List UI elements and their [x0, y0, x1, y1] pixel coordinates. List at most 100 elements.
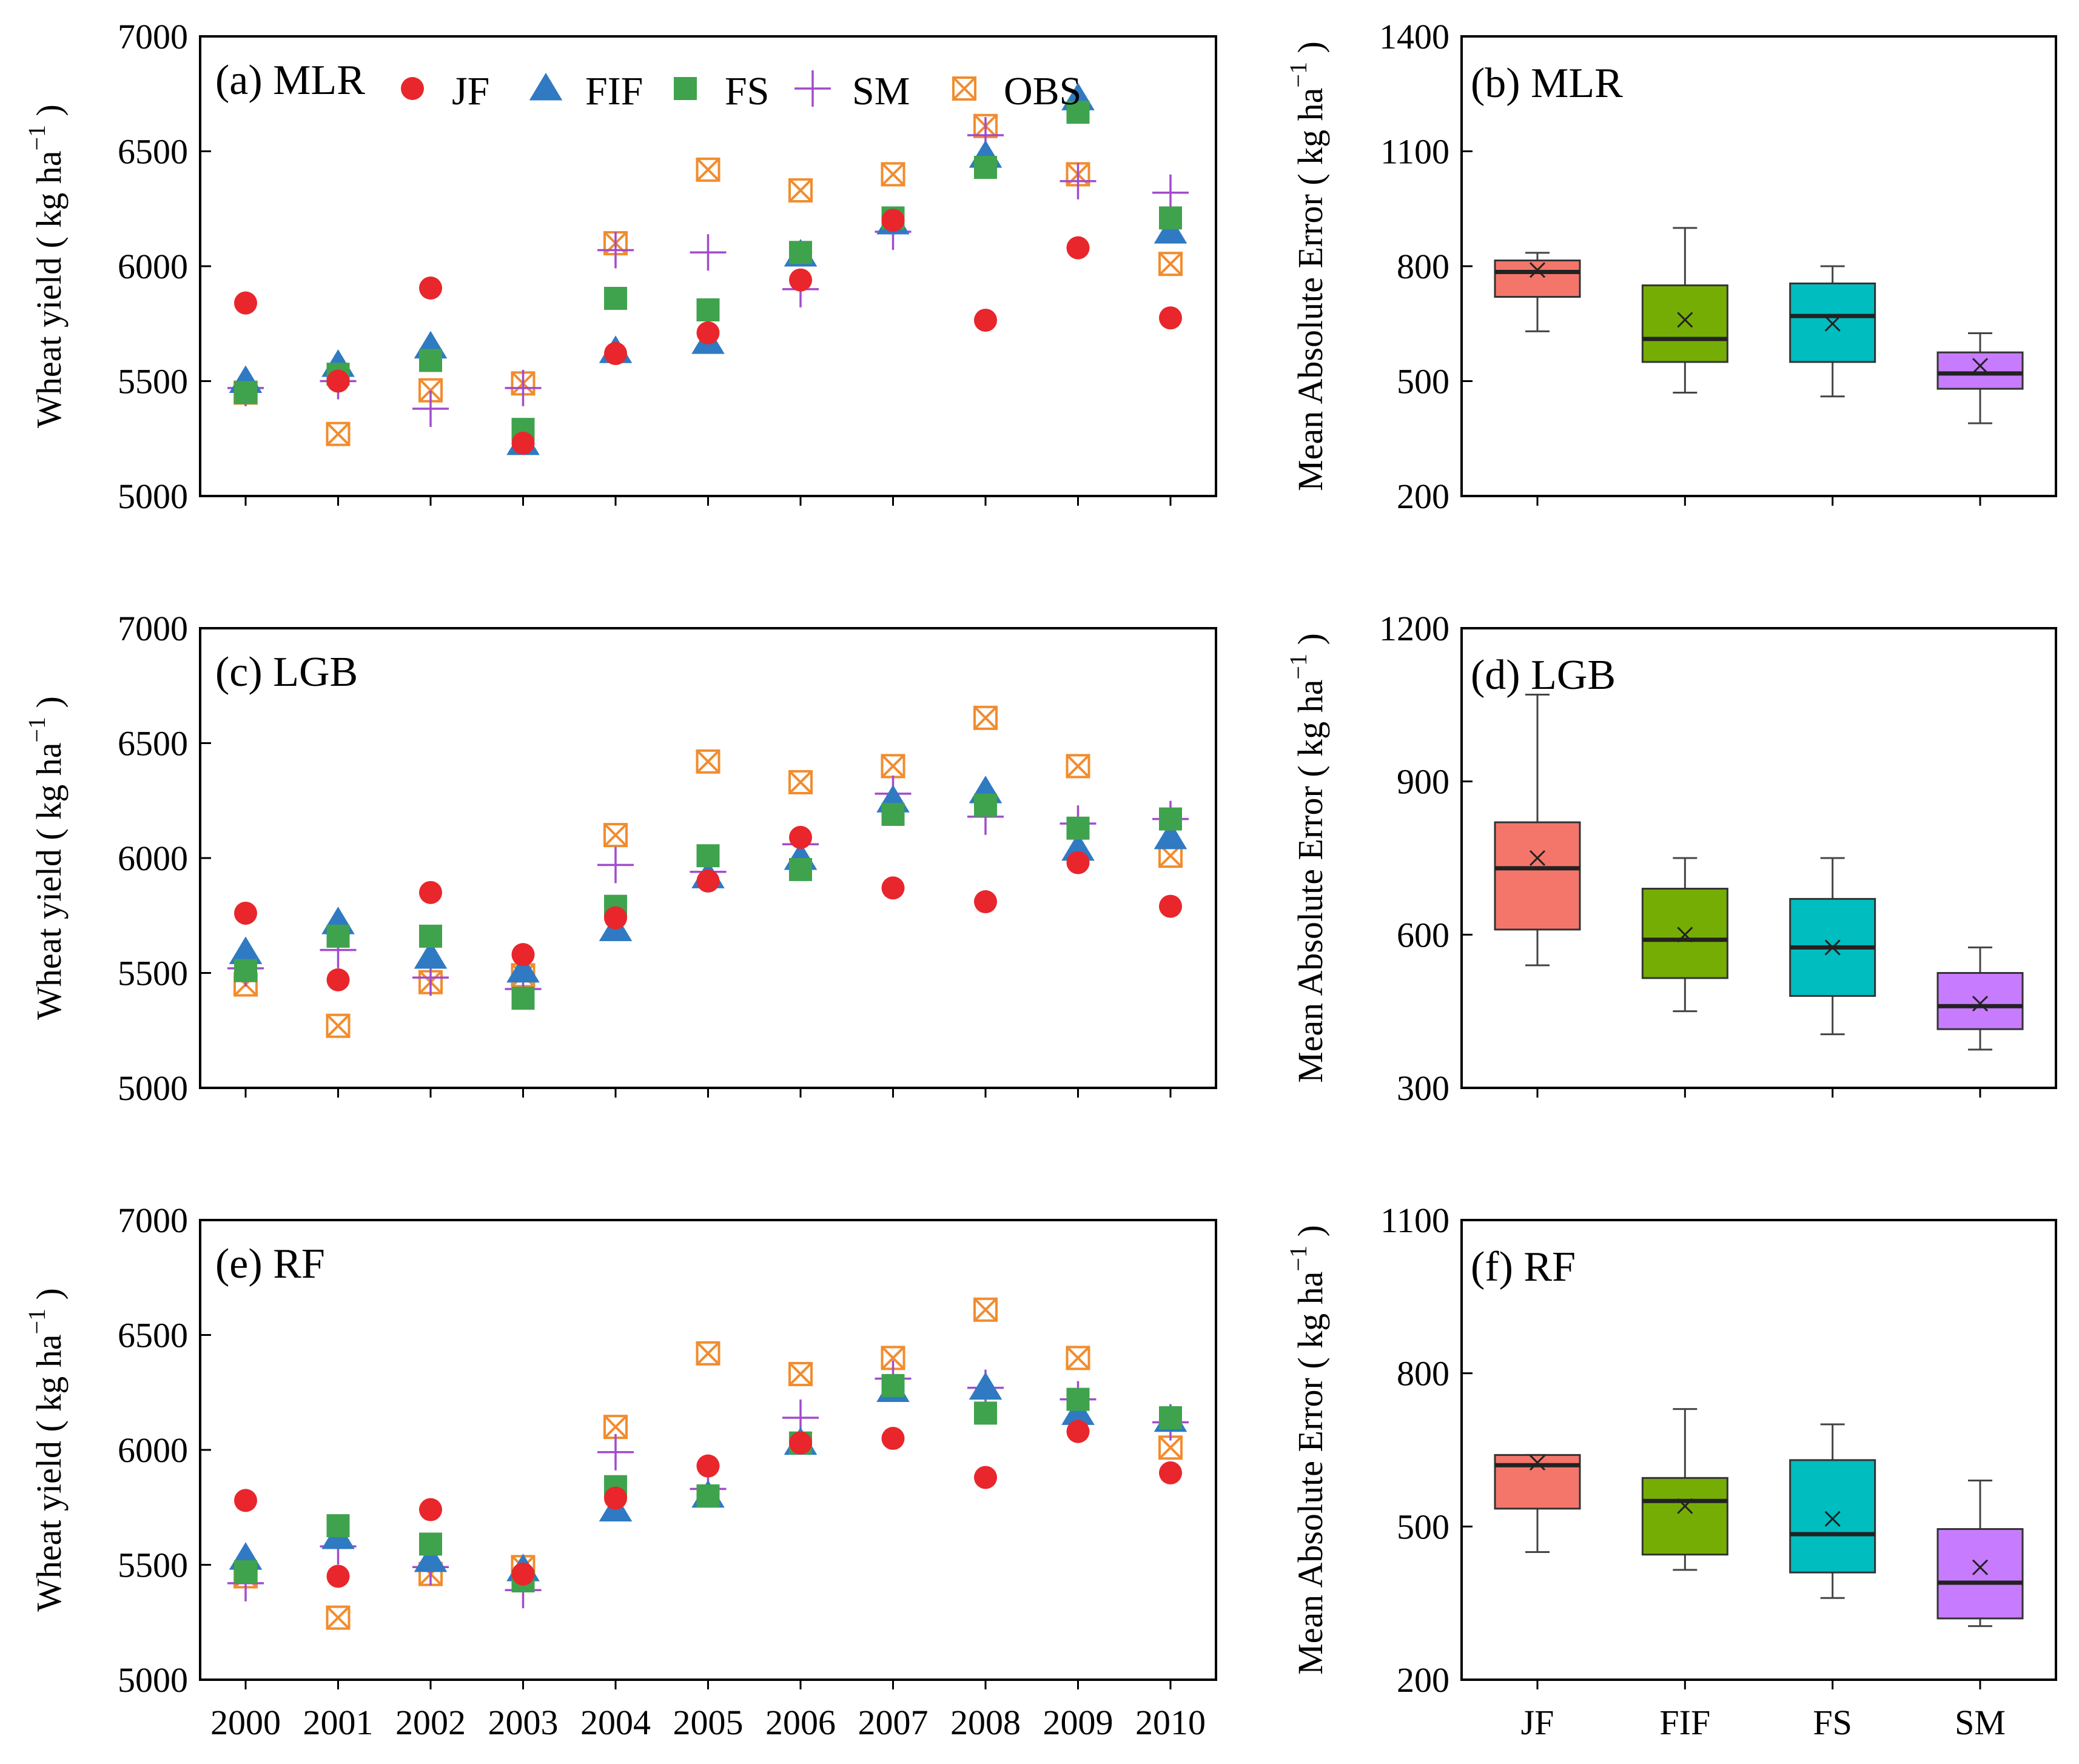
- box-fif: [1642, 228, 1727, 393]
- x-tick-label: 2001: [303, 1703, 374, 1742]
- jf-marker: [419, 1498, 442, 1521]
- box-fs: [1790, 266, 1875, 397]
- x-tick-label: 2010: [1135, 1703, 1206, 1742]
- obs-marker: [790, 1363, 811, 1385]
- panel-title: (f) RF: [1471, 1244, 1576, 1290]
- sm-marker: [505, 370, 542, 406]
- y-axis-title: Wheat yield ( kg ha−1 ): [23, 104, 69, 428]
- legend: JF FIF FS SM OBS: [401, 69, 1081, 113]
- jf-marker: [789, 1432, 812, 1455]
- figure: 5000 5500 6000 6500 7000 (a) MLR Wheat yield (…: [0, 0, 2079, 1764]
- fs-marker: [674, 77, 697, 100]
- jf-marker: [512, 943, 535, 966]
- panel-title: (a) MLR: [215, 57, 365, 104]
- panel-c: 5000 5500 6000 6500 7000 (c) LGB Wheat yield (…: [23, 609, 1216, 1108]
- jf-marker: [974, 890, 997, 913]
- obs-marker: [953, 78, 975, 99]
- legend-item-obs: OBS: [953, 69, 1081, 113]
- obs-marker: [790, 771, 811, 793]
- y-tick-label: 200: [1397, 477, 1449, 516]
- fs-marker: [234, 1560, 257, 1583]
- legend-item-fif: FIF: [529, 69, 643, 113]
- jf-marker: [327, 968, 350, 991]
- obs-marker: [697, 751, 719, 773]
- jf-marker: [419, 881, 442, 904]
- sm-marker: [1152, 175, 1189, 211]
- obs-marker: [975, 707, 996, 729]
- legend-item-jf: JF: [401, 69, 489, 113]
- obs-marker: [882, 163, 904, 185]
- x-tick-label: 2006: [765, 1703, 836, 1742]
- jf-marker: [1159, 306, 1182, 329]
- plot-frame: [200, 1220, 1216, 1680]
- obs-marker: [327, 1015, 349, 1037]
- jf-marker: [604, 342, 627, 365]
- box-fif: [1642, 858, 1727, 1011]
- box-sm: [1938, 947, 2023, 1049]
- box-jf: [1495, 253, 1580, 331]
- box-sm: [1938, 334, 2023, 423]
- sm-marker: [597, 1434, 634, 1471]
- jf-marker: [234, 1489, 257, 1512]
- sm-marker: [794, 70, 831, 107]
- jf-marker: [419, 277, 442, 300]
- jf-marker: [974, 1466, 997, 1489]
- fs-marker: [697, 1484, 720, 1507]
- y-tick-label: 5000: [118, 1660, 188, 1700]
- fs-marker: [327, 1514, 350, 1537]
- jf-marker: [697, 870, 720, 893]
- y-tick-label: 900: [1397, 762, 1449, 802]
- y-tick-label: 6500: [118, 132, 188, 172]
- box-body: [1642, 286, 1727, 362]
- sm-marker: [690, 234, 727, 270]
- y-tick-label: 1100: [1380, 1201, 1449, 1240]
- x-tick-label: 2007: [858, 1703, 929, 1742]
- panel-title: (e) RF: [215, 1241, 325, 1287]
- obs-marker: [327, 423, 349, 445]
- sm-marker: [597, 847, 634, 883]
- fs-marker: [419, 349, 442, 372]
- y-tick-label: 200: [1397, 1660, 1449, 1700]
- x-tick-label: SM: [1955, 1703, 2006, 1742]
- panel-f: 2005008001100JF FIF FS SM(f) RFMean Absolut…: [1285, 1201, 2056, 1742]
- y-tick-label: 1200: [1379, 609, 1449, 648]
- y-tick-label: 7000: [118, 17, 188, 56]
- box-body: [1938, 1529, 2023, 1618]
- y-tick-label: 5500: [118, 1546, 188, 1585]
- y-tick-label: 6500: [118, 724, 188, 763]
- fs-marker: [1159, 1406, 1182, 1429]
- y-tick-label: 6000: [118, 839, 188, 878]
- y-tick-label: 800: [1397, 1354, 1449, 1393]
- legend-item-fs: FS: [674, 69, 769, 113]
- x-tick-label: JF: [1521, 1703, 1554, 1742]
- y-tick-label: 1100: [1380, 132, 1449, 172]
- jf-marker: [234, 292, 257, 315]
- box-body: [1938, 973, 2023, 1030]
- panel-title: (b) MLR: [1471, 60, 1623, 107]
- obs-marker: [882, 755, 904, 777]
- fs-marker: [327, 925, 350, 948]
- obs-marker: [975, 1299, 996, 1321]
- jf-marker: [604, 1487, 627, 1510]
- fs-marker: [234, 959, 257, 982]
- legend-label: JF: [452, 69, 489, 113]
- fs-marker: [512, 987, 535, 1010]
- jf-marker: [789, 269, 812, 292]
- obs-marker: [1067, 755, 1089, 777]
- fs-marker: [697, 844, 720, 867]
- jf-marker: [882, 1427, 905, 1450]
- fs-marker: [789, 858, 812, 881]
- legend-item-sm: SM: [794, 69, 910, 113]
- fif-marker: [969, 1372, 1003, 1400]
- x-tick-label: 2002: [395, 1703, 466, 1742]
- obs-marker: [697, 1343, 719, 1364]
- x-tick-label: 2009: [1043, 1703, 1113, 1742]
- obs-marker: [790, 179, 811, 201]
- y-axis-title: Wheat yield ( kg ha−1 ): [23, 1288, 69, 1612]
- fs-marker: [604, 287, 627, 310]
- fs-marker: [974, 156, 997, 179]
- jf-marker: [327, 370, 350, 393]
- legend-label: FS: [725, 69, 769, 113]
- y-tick-label: 5500: [118, 362, 188, 401]
- legend-label: FIF: [585, 69, 643, 113]
